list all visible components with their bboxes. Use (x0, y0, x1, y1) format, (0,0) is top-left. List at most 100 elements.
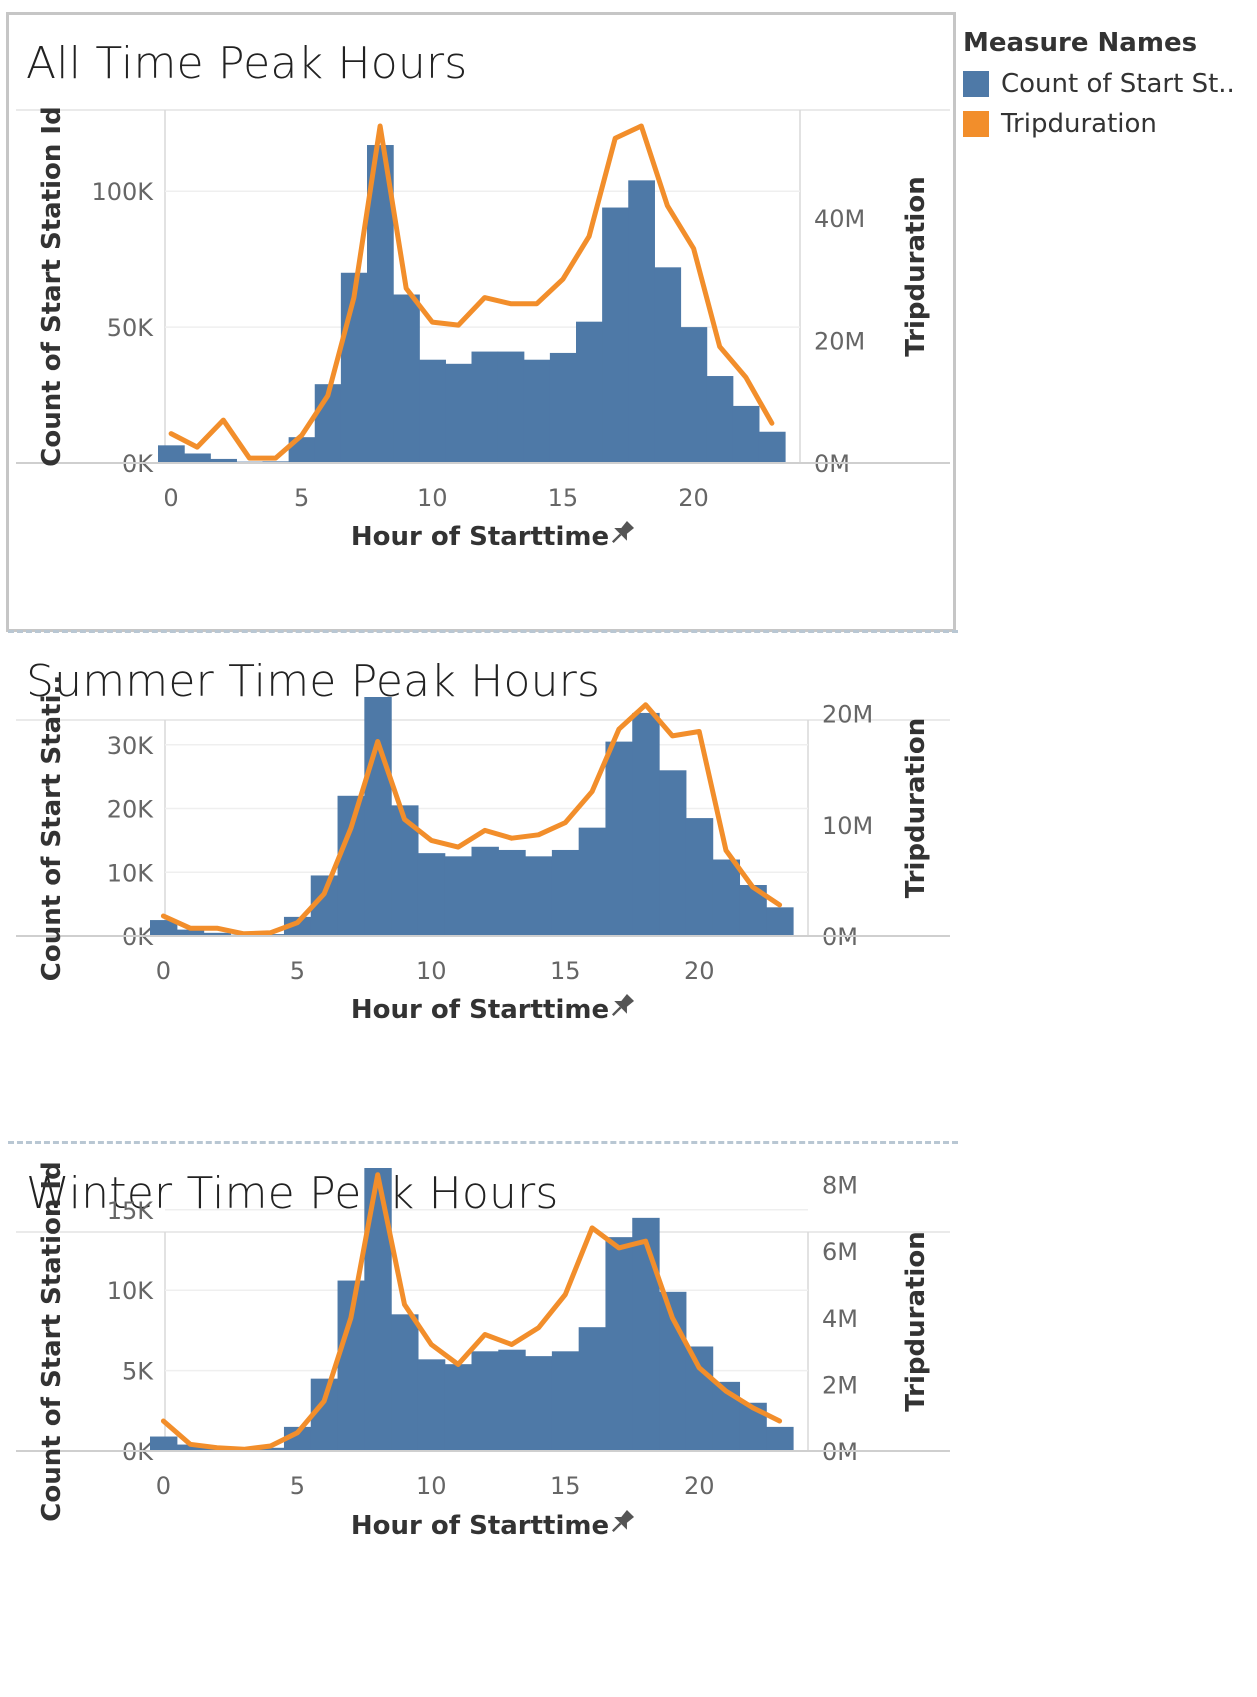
x-tick-label: 5 (290, 957, 305, 985)
y2-axis-label: Tripduration (901, 176, 931, 356)
bar-hour-14[interactable] (525, 856, 553, 936)
bar-hour-11[interactable] (444, 856, 473, 936)
y-axis-label: Count of Start Station Id (37, 1161, 67, 1521)
bar-hour-10[interactable] (419, 359, 446, 463)
y-tick-label: 100K (91, 178, 154, 206)
bar-hour-19[interactable] (654, 267, 682, 463)
bar-hour-17[interactable] (602, 207, 629, 463)
bar-hour-18[interactable] (632, 1217, 660, 1451)
y-tick-label: 30K (107, 732, 155, 760)
x-tick-label: 0 (156, 957, 171, 985)
bar-hour-14[interactable] (523, 359, 551, 463)
y-axis-label: Count of Start Station Id (37, 106, 67, 466)
bar-hour-9[interactable] (391, 1314, 419, 1451)
y-tick-label: 15K (107, 1197, 155, 1225)
y2-tick-label: 20M (822, 701, 873, 729)
x-tick-label: 20 (684, 1472, 715, 1500)
bar-hour-17[interactable] (605, 1237, 633, 1451)
bar-hour-14[interactable] (525, 1356, 553, 1451)
bar-hour-16[interactable] (578, 1327, 607, 1451)
bar-hour-0[interactable] (150, 1436, 178, 1451)
legend-swatch-tripduration (963, 111, 989, 137)
tripduration-line[interactable] (168, 123, 775, 461)
x-tick-label: 5 (290, 1472, 305, 1500)
bar-hour-2[interactable] (203, 932, 231, 936)
pin-icon[interactable] (606, 518, 636, 548)
y-axis-label: Count of Start Stati.. (37, 675, 67, 981)
bar-hour-9[interactable] (393, 294, 420, 464)
bar-hour-16[interactable] (576, 321, 603, 463)
bar-hour-15[interactable] (549, 352, 577, 463)
dashboard-separator (8, 1141, 958, 1144)
pin-icon[interactable] (606, 991, 636, 1021)
bar-hour-23[interactable] (766, 1426, 794, 1451)
x-tick-label: 0 (163, 484, 178, 512)
y2-tick-label: 20M (814, 327, 865, 355)
y2-tick-label: 10M (822, 812, 873, 840)
bar-hour-8[interactable] (364, 697, 392, 936)
y2-tick-label: 40M (814, 205, 865, 233)
legend-label-count: Count of Start St.. (1001, 69, 1235, 99)
bar-hour-0[interactable] (158, 445, 185, 463)
x-tick-label: 15 (550, 1472, 581, 1500)
bar-hour-2[interactable] (210, 458, 237, 463)
bar-hour-11[interactable] (444, 1364, 473, 1451)
bar-hour-1[interactable] (176, 1444, 205, 1451)
bar-hour-20[interactable] (685, 818, 714, 936)
bar-hour-0[interactable] (150, 920, 178, 936)
legend-item-tripduration[interactable]: Tripduration (963, 104, 1235, 144)
pin-icon[interactable] (606, 1507, 636, 1537)
y-tick-label: 5K (122, 1358, 154, 1386)
y-tick-label: 50K (107, 314, 155, 342)
bar-hour-19[interactable] (659, 770, 687, 936)
bar-hour-13[interactable] (498, 1349, 526, 1451)
bar-hour-18[interactable] (632, 712, 660, 936)
bar-hour-15[interactable] (551, 849, 580, 936)
legend-item-count[interactable]: Count of Start St.. (963, 64, 1235, 104)
bar-hour-12[interactable] (471, 1351, 499, 1451)
bar-hour-1[interactable] (176, 929, 205, 936)
y2-axis-label: Tripduration (901, 718, 931, 898)
bar-hour-13[interactable] (497, 351, 525, 463)
bar-hour-16[interactable] (578, 827, 607, 936)
y2-tick-label: 2M (822, 1371, 858, 1399)
bar-hour-15[interactable] (551, 1351, 580, 1451)
bar-hour-10[interactable] (417, 853, 446, 936)
x-tick-label: 10 (417, 484, 448, 512)
bar-hour-12[interactable] (471, 846, 499, 936)
legend-swatch-count (963, 71, 989, 97)
bar-hour-20[interactable] (680, 327, 708, 463)
x-tick-label: 0 (156, 1472, 171, 1500)
bar-hour-13[interactable] (498, 849, 526, 936)
legend-label-tripduration: Tripduration (1001, 109, 1157, 139)
bar-hour-18[interactable] (628, 180, 655, 463)
bar-hour-10[interactable] (417, 1359, 446, 1451)
bar-hour-23[interactable] (758, 431, 786, 463)
x-tick-label: 20 (678, 484, 709, 512)
bar-hour-11[interactable] (445, 363, 473, 463)
bar-hour-1[interactable] (184, 453, 211, 463)
bar-hour-21[interactable] (706, 376, 734, 463)
bar-hour-20[interactable] (685, 1346, 714, 1451)
y-tick-label: 10K (107, 1277, 155, 1305)
bar-hour-22[interactable] (732, 405, 760, 463)
chart-title-all-time: All Time Peak Hours (26, 38, 468, 89)
y2-axis-label: Tripduration (901, 1231, 931, 1411)
x-tick-label: 5 (294, 484, 309, 512)
bar-hour-5[interactable] (283, 916, 312, 936)
dashboard-separator (8, 630, 958, 633)
bar-hour-4[interactable] (257, 1447, 285, 1451)
x-tick-label: 10 (416, 957, 447, 985)
bar-hour-23[interactable] (766, 907, 794, 936)
tripduration-line[interactable] (160, 1172, 783, 1452)
bar-hour-17[interactable] (605, 741, 633, 936)
legend: Measure Names Count of Start St.. Tripdu… (963, 28, 1235, 144)
bar-hour-7[interactable] (337, 795, 365, 936)
bar-hour-12[interactable] (471, 351, 499, 463)
tripduration-line[interactable] (160, 702, 783, 937)
bar-hour-21[interactable] (712, 859, 741, 936)
y2-tick-label: 4M (822, 1305, 858, 1333)
